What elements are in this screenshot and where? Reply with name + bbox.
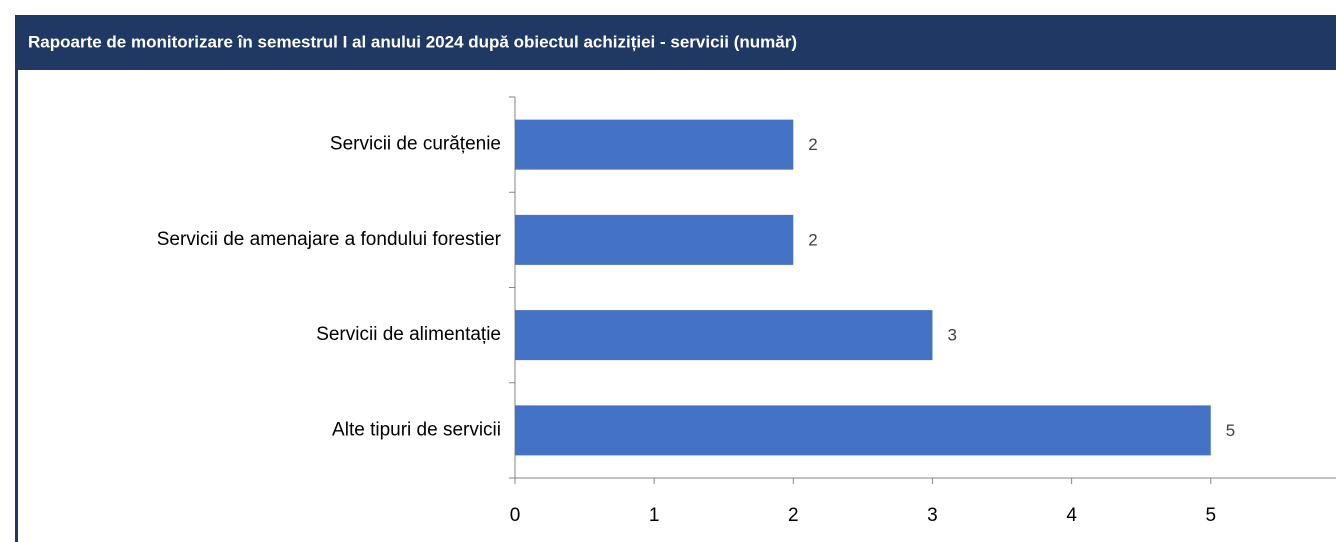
y-tick-label: Servicii de alimentație	[316, 324, 501, 345]
value-label: 5	[1226, 421, 1235, 440]
x-tick-label: 1	[649, 505, 660, 526]
x-tick-label: 5	[1205, 505, 1216, 526]
x-tick-label: 3	[927, 505, 938, 526]
y-tick-label: Servicii de curățenie	[330, 134, 501, 155]
value-label: 2	[808, 135, 817, 154]
chart-title: Rapoarte de monitorizare în semestrul I …	[28, 32, 797, 51]
y-tick-label: Alte tipuri de servicii	[332, 419, 501, 440]
bar	[515, 214, 794, 265]
x-tick-label: 4	[1066, 505, 1077, 526]
x-tick-label: 2	[788, 505, 799, 526]
title-bar	[15, 15, 1336, 70]
bar	[515, 310, 933, 361]
value-label: 3	[947, 326, 956, 345]
bar	[515, 119, 794, 170]
x-tick-label: 0	[510, 505, 521, 526]
bar	[515, 405, 1211, 456]
y-tick-label: Servicii de amenajare a fondului foresti…	[157, 229, 502, 250]
value-label: 2	[808, 230, 817, 249]
left-border	[15, 70, 18, 542]
